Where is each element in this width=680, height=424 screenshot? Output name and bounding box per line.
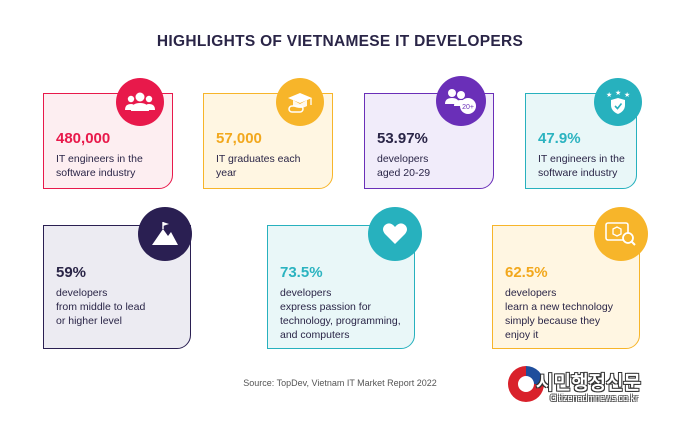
stat-description: developers aged 20-29 [377,153,431,179]
mountain-flag-icon [138,207,192,261]
svg-text:★: ★ [606,91,612,99]
watermark-korean-text: 시민행정신문 [536,372,641,394]
age-badge-text: 20+ [462,104,474,111]
stat-value: 73.5% [280,264,323,281]
stat-description: developers learn a new technology simply… [505,287,613,341]
stat-description: IT engineers in the software industry [56,153,143,179]
people-group-icon [116,78,164,126]
stat-card-developers-age: 53.97% developers aged 20-29 [364,93,494,189]
stat-value: 480,000 [56,130,111,147]
stat-value: 47.9% [538,130,581,147]
stat-card-developer-level: 59% developers from middle to lead or hi… [43,225,191,349]
stat-value: 53.97% [377,130,428,147]
infographic-title: HIGHLIGHTS OF VIETNAMESE IT DEVELOPERS [156,33,524,50]
stat-description: developers express passion for technolog… [280,287,401,341]
people-20-plus-icon: 20+ [436,76,486,126]
shield-stars-icon: ★ ★ ★ [594,78,642,126]
heart-icon [368,207,422,261]
cube-search-icon [594,207,648,261]
stat-value: 59% [56,264,87,281]
watermark: 시민행정신문 Citizenadmnews.co.kr [504,362,676,410]
stat-value: 62.5% [505,264,548,281]
stat-description: IT graduates each year [216,153,301,179]
watermark-url-text: Citizenadmnews.co.kr [550,393,639,403]
citizen-news-logo-icon [508,366,544,402]
svg-text:★: ★ [624,91,630,99]
graduation-cap-icon [276,78,324,126]
stat-description: IT engineers in the software industry [538,153,625,179]
stat-value: 57,000 [216,130,262,147]
svg-text:★: ★ [615,89,621,97]
source-citation: Source: TopDev, Vietnam IT Market Report… [243,378,437,388]
stat-description: developers from middle to lead or higher… [56,287,146,327]
